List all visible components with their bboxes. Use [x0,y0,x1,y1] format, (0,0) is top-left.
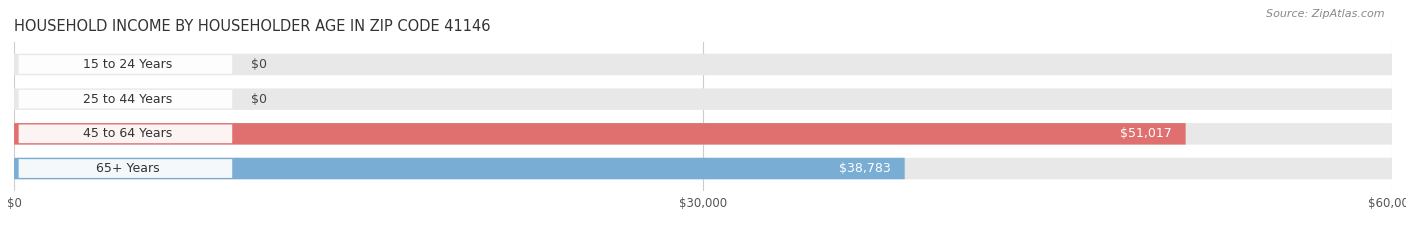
FancyBboxPatch shape [14,158,904,179]
FancyBboxPatch shape [18,124,232,143]
Text: 45 to 64 Years: 45 to 64 Years [83,127,173,140]
Text: $0: $0 [250,58,267,71]
Text: $51,017: $51,017 [1121,127,1171,140]
Text: HOUSEHOLD INCOME BY HOUSEHOLDER AGE IN ZIP CODE 41146: HOUSEHOLD INCOME BY HOUSEHOLDER AGE IN Z… [14,19,491,34]
Text: 25 to 44 Years: 25 to 44 Years [83,93,173,106]
Text: 15 to 24 Years: 15 to 24 Years [83,58,173,71]
Text: 65+ Years: 65+ Years [96,162,159,175]
FancyBboxPatch shape [18,159,232,178]
FancyBboxPatch shape [14,158,1392,179]
FancyBboxPatch shape [18,55,232,74]
FancyBboxPatch shape [14,123,1185,145]
FancyBboxPatch shape [14,54,1392,75]
Text: $38,783: $38,783 [839,162,891,175]
FancyBboxPatch shape [18,90,232,109]
Text: $0: $0 [250,93,267,106]
FancyBboxPatch shape [14,123,1392,145]
FancyBboxPatch shape [14,88,1392,110]
Text: Source: ZipAtlas.com: Source: ZipAtlas.com [1267,9,1385,19]
